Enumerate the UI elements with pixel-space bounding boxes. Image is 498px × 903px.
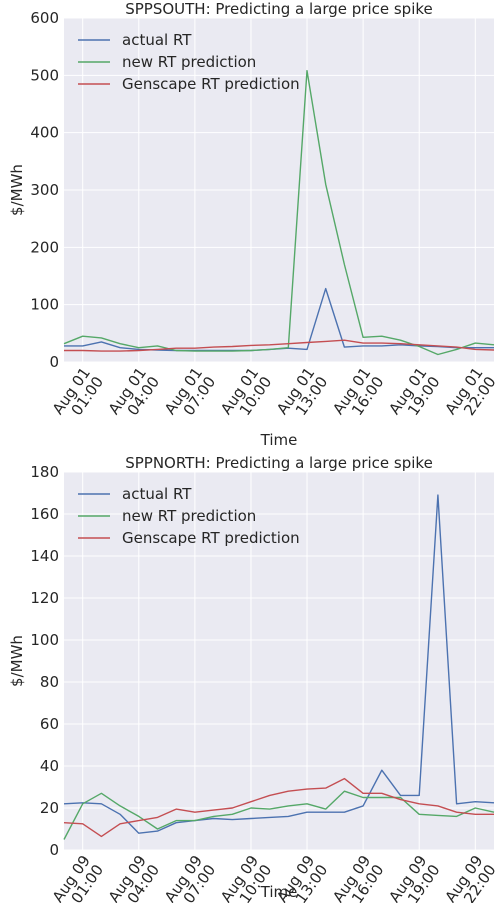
x-axis-title: Time [260, 883, 298, 901]
legend-label: actual RT [122, 485, 192, 503]
series-line-genscape [63, 777, 494, 838]
chart-title: SPPNORTH: Predicting a large price spike [125, 454, 433, 472]
y-tick-label: 140 [30, 547, 59, 565]
y-tick-label: 60 [40, 715, 59, 733]
x-axis-title: Time [260, 431, 298, 449]
y-axis-title: $/MWh [8, 635, 26, 687]
legend-label: actual RT [122, 31, 192, 49]
y-tick-label: 400 [30, 124, 59, 142]
chart-title: SPPSOUTH: Predicting a large price spike [125, 0, 433, 18]
series-line-new [63, 69, 495, 356]
y-tick-label: 100 [30, 296, 59, 314]
y-tick-label: 20 [40, 799, 59, 817]
y-tick-label: 600 [30, 9, 59, 27]
legend-label: Genscape RT prediction [122, 529, 300, 547]
series-line-genscape [64, 339, 495, 352]
y-tick-label: 120 [30, 589, 59, 607]
y-tick-label: 180 [30, 463, 59, 481]
series-line-actual [63, 494, 495, 834]
legend: actual RT new RT prediction Genscape RT pr… [78, 31, 300, 93]
y-axis-title: $/MWh [8, 164, 26, 216]
legend-label: new RT prediction [122, 53, 256, 71]
y-tick-label: 0 [49, 353, 59, 371]
legend: actual RT new RT prediction Genscape RT pr… [78, 485, 300, 547]
y-tick-label: 200 [30, 238, 59, 256]
y-tick-label: 40 [40, 757, 59, 775]
y-tick-label: 160 [30, 505, 59, 523]
y-tick-label: 80 [40, 673, 59, 691]
legend-label: Genscape RT prediction [122, 75, 300, 93]
plot-area [64, 472, 494, 850]
y-tick-label: 300 [30, 181, 59, 199]
y-tick-label: 0 [49, 841, 59, 859]
legend-label: new RT prediction [122, 507, 256, 525]
y-tick-label: 100 [30, 631, 59, 649]
y-tick-label: 500 [30, 66, 59, 84]
series-line-new [63, 790, 495, 840]
